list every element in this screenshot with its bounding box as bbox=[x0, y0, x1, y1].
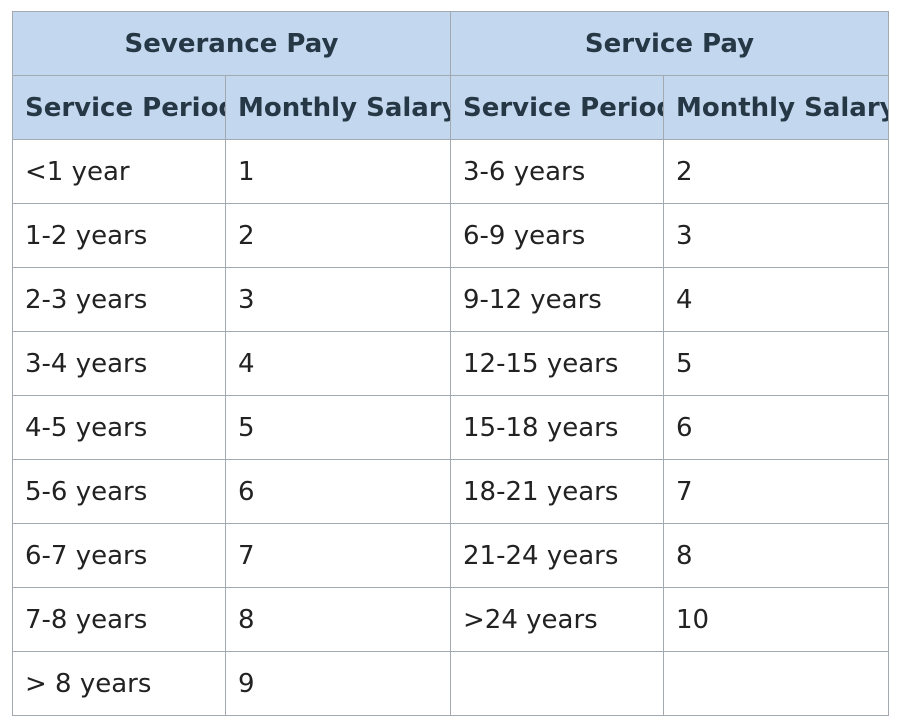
service-service-period-cell: 6-9 years bbox=[450, 203, 664, 268]
service-monthly-salary-cell: 6 bbox=[662, 395, 890, 460]
severance-monthly-salary-cell: 3 bbox=[225, 267, 451, 332]
service-monthly-salary-cell: 4 bbox=[662, 267, 890, 332]
severance-monthly-salary-cell: 8 bbox=[225, 587, 451, 652]
table-row: 2-3 years 3 9-12 years 4 bbox=[12, 267, 890, 332]
table-row: 1-2 years 2 6-9 years 3 bbox=[12, 203, 890, 268]
severance-service-period-cell: > 8 years bbox=[12, 651, 226, 716]
severance-service-period-cell: 5-6 years bbox=[12, 459, 226, 524]
severance-pay-header: Severance Pay bbox=[12, 11, 451, 76]
group-header-row: Severance Pay Service Pay bbox=[12, 11, 890, 76]
severance-monthly-salary-cell: 4 bbox=[225, 331, 451, 396]
severance-monthly-salary-cell: 1 bbox=[225, 139, 451, 204]
table-row: 5-6 years 6 18-21 years 7 bbox=[12, 459, 890, 524]
severance-monthly-salary-cell: 2 bbox=[225, 203, 451, 268]
service-pay-header: Service Pay bbox=[449, 11, 890, 76]
severance-monthly-salary-cell: 9 bbox=[225, 651, 451, 716]
table-row: 6-7 years 7 21-24 years 8 bbox=[12, 523, 890, 588]
table-row: 7-8 years 8 >24 years 10 bbox=[12, 587, 890, 652]
severance-service-period-cell: 3-4 years bbox=[12, 331, 226, 396]
service-service-period-cell: 15-18 years bbox=[450, 395, 664, 460]
severance-monthly-salary-cell: 6 bbox=[225, 459, 451, 524]
column-header-row: Service Period Monthly Salary Service Pe… bbox=[12, 75, 890, 140]
severance-monthly-salary-cell: 7 bbox=[225, 523, 451, 588]
service-monthly-salary-cell: 10 bbox=[662, 587, 890, 652]
severance-service-period-header: Service Period bbox=[12, 75, 226, 140]
service-service-period-cell: 9-12 years bbox=[450, 267, 664, 332]
severance-service-period-cell: 2-3 years bbox=[12, 267, 226, 332]
severance-service-period-cell: 6-7 years bbox=[12, 523, 226, 588]
service-monthly-salary-cell: 7 bbox=[662, 459, 890, 524]
pay-table: Severance Pay Service Pay Service Period… bbox=[12, 11, 890, 716]
severance-service-period-cell: 4-5 years bbox=[12, 395, 226, 460]
table-row: <1 year 1 3-6 years 2 bbox=[12, 139, 890, 204]
service-service-period-cell: 18-21 years bbox=[450, 459, 664, 524]
severance-service-period-cell: 1-2 years bbox=[12, 203, 226, 268]
service-monthly-salary-cell: 8 bbox=[662, 523, 890, 588]
service-monthly-salary-cell: 3 bbox=[662, 203, 890, 268]
service-service-period-cell: 21-24 years bbox=[450, 523, 664, 588]
pay-table-container: Severance Pay Service Pay Service Period… bbox=[12, 11, 890, 716]
table-body: <1 year 1 3-6 years 2 1-2 years 2 6-9 years 3 2-… bbox=[12, 139, 890, 716]
empty-cell bbox=[662, 651, 890, 716]
service-monthly-salary-cell: 5 bbox=[662, 331, 890, 396]
service-service-period-cell: 12-15 years bbox=[450, 331, 664, 396]
table-row: > 8 years 9 bbox=[12, 651, 890, 716]
service-monthly-salary-cell: 2 bbox=[662, 139, 890, 204]
service-service-period-header: Service Period bbox=[450, 75, 664, 140]
service-service-period-cell: >24 years bbox=[450, 587, 664, 652]
severance-service-period-cell: <1 year bbox=[12, 139, 226, 204]
empty-cell bbox=[450, 651, 664, 716]
table-row: 3-4 years 4 12-15 years 5 bbox=[12, 331, 890, 396]
table-row: 4-5 years 5 15-18 years 6 bbox=[12, 395, 890, 460]
service-service-period-cell: 3-6 years bbox=[450, 139, 664, 204]
severance-service-period-cell: 7-8 years bbox=[12, 587, 226, 652]
severance-monthly-salary-header: Monthly Salary bbox=[225, 75, 451, 140]
service-monthly-salary-header: Monthly Salary bbox=[662, 75, 890, 140]
severance-monthly-salary-cell: 5 bbox=[225, 395, 451, 460]
